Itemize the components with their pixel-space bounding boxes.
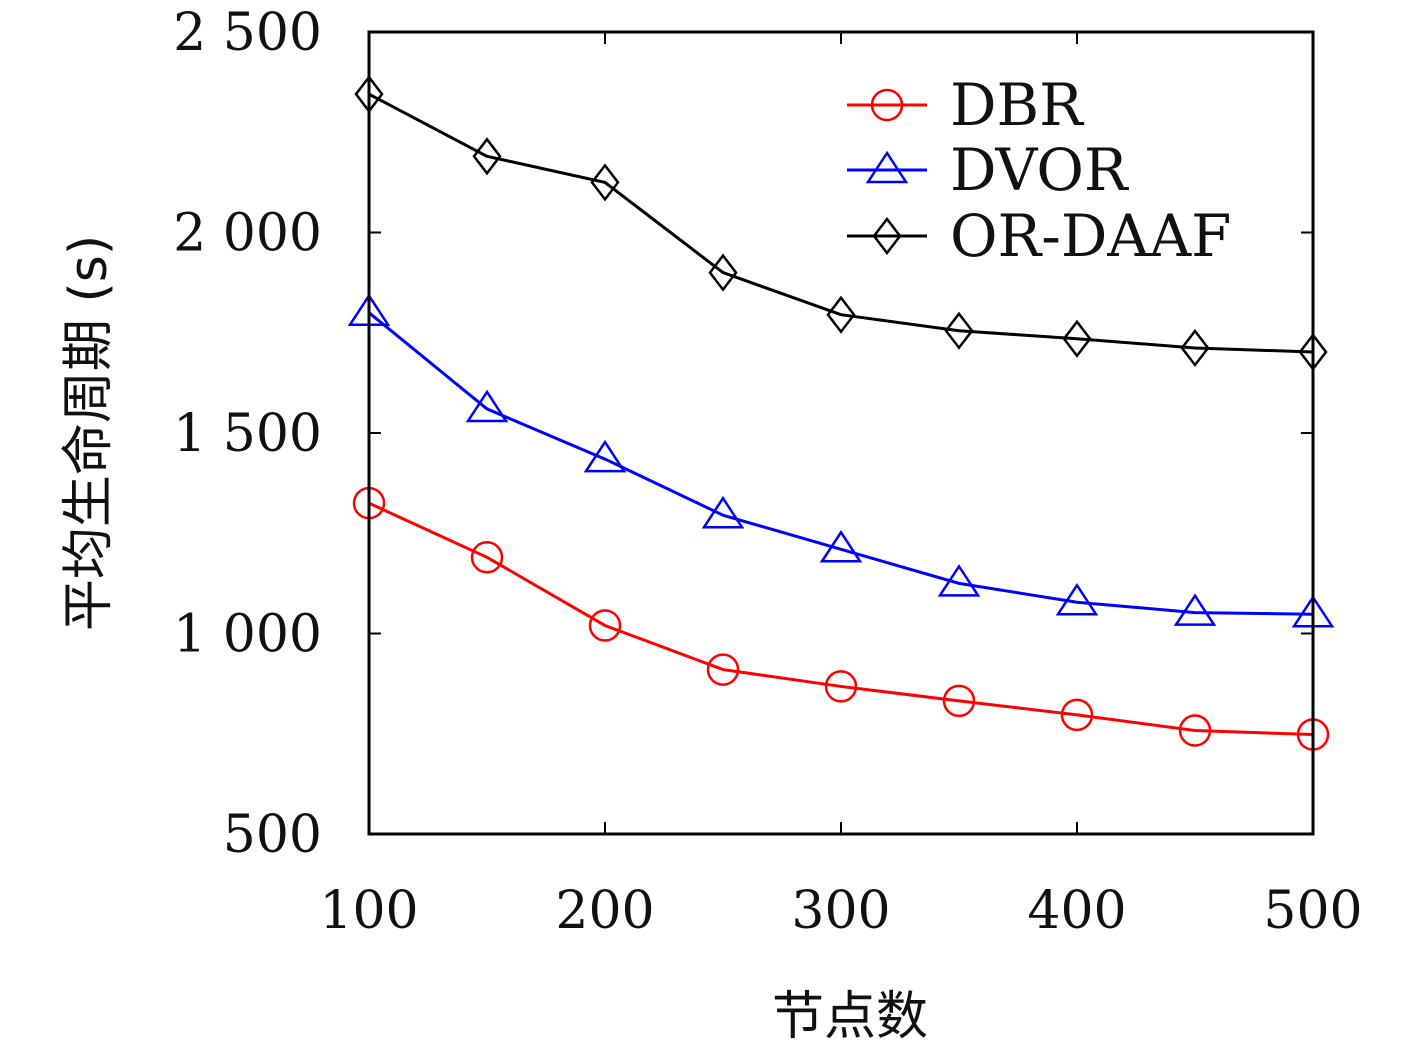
legend-label-dvor: DVOR <box>950 136 1130 204</box>
x-tick-label: 100 <box>319 881 418 941</box>
data-point-dbr <box>824 670 858 703</box>
data-point-dbr <box>942 684 976 718</box>
data-point-or-daaf <box>1180 328 1210 368</box>
data-point-dbr <box>470 541 504 574</box>
data-point-dvor <box>1173 593 1217 626</box>
data-point-or-daaf <box>826 295 856 334</box>
legend-label-or-daaf: OR-DAAF <box>950 202 1231 270</box>
data-point-or-daaf <box>1062 319 1092 358</box>
y-tick-label: 1 000 <box>173 605 322 665</box>
data-point-or-daaf <box>472 137 502 176</box>
x-tick-label: 300 <box>791 881 890 941</box>
data-point-or-daaf <box>944 311 974 350</box>
legend-marker-dbr <box>870 88 904 122</box>
x-tick-labels: 100 200 300 400 500 <box>319 881 1362 941</box>
y-tick-label: 500 <box>223 805 322 865</box>
y-tick-label: 2 500 <box>173 3 322 63</box>
series-layer <box>347 75 1335 751</box>
x-tick-label: 200 <box>555 881 654 941</box>
data-point-dbr <box>588 609 622 642</box>
y-tick-labels: 500 1 000 1 500 2 000 2 500 <box>173 3 322 865</box>
data-point-dbr <box>1178 714 1212 747</box>
legend-label-dbr: DBR <box>950 71 1085 139</box>
legend-marker-or-daaf <box>872 216 902 256</box>
series-or-daaf <box>354 75 1328 372</box>
plot-frame <box>367 30 1315 836</box>
axis-ticks <box>368 31 1314 835</box>
data-point-dvor <box>583 439 627 473</box>
series-line-or-daaf <box>368 92 1314 354</box>
y-tick-label: 1 500 <box>173 404 322 464</box>
data-point-dbr <box>1060 698 1094 732</box>
data-point-dbr <box>706 653 740 686</box>
series-line-dbr <box>368 501 1314 737</box>
x-tick-label: 500 <box>1263 881 1362 941</box>
y-axis-title: 平均生命周期 (s) <box>59 235 119 631</box>
data-point-dvor <box>937 564 981 597</box>
data-point-dvor <box>701 495 745 529</box>
series-line-dvor <box>368 311 1314 616</box>
x-axis-title: 节点数 <box>772 987 928 1047</box>
data-point-dvor <box>465 389 509 423</box>
x-tick-label: 400 <box>1027 881 1126 941</box>
data-point-or-daaf <box>708 253 738 292</box>
data-point-dvor <box>819 530 863 563</box>
legend-marker-dvor <box>865 150 909 184</box>
data-point-dvor <box>1055 582 1099 616</box>
y-tick-label: 2 000 <box>173 204 322 264</box>
data-point-or-daaf <box>590 163 620 202</box>
series-dbr <box>352 486 1330 751</box>
